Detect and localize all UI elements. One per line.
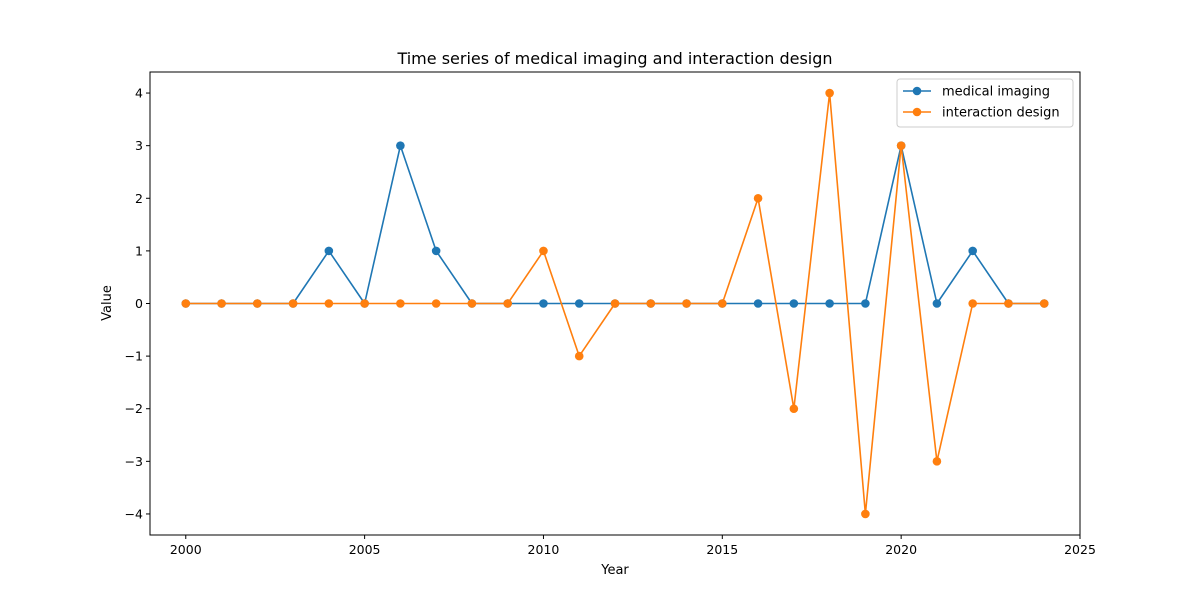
x-tick-label-2020: 2020 bbox=[885, 542, 917, 557]
series-0-point-2021 bbox=[932, 299, 942, 308]
legend-label-0: medical imaging bbox=[942, 85, 1050, 100]
series-1-point-2011 bbox=[574, 351, 584, 361]
x-tick-label-2015: 2015 bbox=[706, 542, 738, 557]
series-1-point-2021 bbox=[932, 457, 942, 466]
series-1-point-2010 bbox=[539, 246, 548, 256]
series-1-point-2018 bbox=[825, 88, 834, 98]
series-1-point-2012 bbox=[610, 299, 620, 308]
series-1-point-2019 bbox=[861, 509, 870, 519]
legend-marker-1 bbox=[912, 107, 922, 117]
y-tick-label-4: 4 bbox=[135, 86, 143, 101]
series-0-point-2022 bbox=[968, 246, 977, 256]
legend-box bbox=[896, 78, 1074, 128]
series-1-point-2009 bbox=[503, 299, 512, 308]
y-tick-label--1: −1 bbox=[125, 349, 143, 364]
y-tick-label-1: 1 bbox=[135, 243, 143, 258]
series-1-point-2016 bbox=[753, 193, 763, 203]
series-1-point-2008 bbox=[467, 299, 477, 308]
series-1-point-2002 bbox=[253, 299, 262, 308]
y-tick-label--3: −3 bbox=[125, 454, 143, 469]
series-1-point-2007 bbox=[431, 299, 441, 308]
y-axis-label: Value bbox=[100, 285, 115, 321]
series-1-point-2023 bbox=[1004, 299, 1013, 308]
series-1-point-2004 bbox=[324, 299, 334, 308]
x-tick-label-2005: 2005 bbox=[349, 542, 381, 557]
plot-area: 2000 2005 2010 2015 2020 2025 −4 −3 −2 −1 0 1 2 3 4 bbox=[125, 71, 1096, 557]
series-1-point-2022 bbox=[968, 299, 977, 308]
series-0-point-2010 bbox=[539, 299, 548, 308]
series-0-point-2007 bbox=[431, 246, 441, 256]
series-1-point-2006 bbox=[396, 299, 405, 308]
series-0-point-2016 bbox=[753, 299, 763, 308]
x-tick-label-2010: 2010 bbox=[528, 542, 560, 557]
chart-title: Time series of medical imaging and inter… bbox=[396, 49, 832, 68]
x-tick-label-2000: 2000 bbox=[170, 542, 202, 557]
y-tick-label--2: −2 bbox=[125, 401, 143, 416]
legend-marker-0 bbox=[912, 86, 922, 96]
series-1-point-2003 bbox=[288, 299, 298, 308]
x-axis-label: Year bbox=[600, 563, 629, 578]
y-tick-label--4: −4 bbox=[125, 506, 143, 521]
series-1-point-2001 bbox=[217, 299, 226, 308]
series-1-point-2015 bbox=[718, 299, 727, 308]
y-tick-label-2: 2 bbox=[135, 191, 143, 206]
series-1-point-2017 bbox=[789, 404, 799, 414]
series-0-point-2011 bbox=[574, 299, 584, 308]
series-0-point-2018 bbox=[825, 299, 834, 308]
y-tick-label-3: 3 bbox=[135, 138, 143, 153]
series-line-0 bbox=[185, 144, 1045, 305]
series-0-point-2004 bbox=[324, 246, 334, 256]
series-0-point-2017 bbox=[789, 299, 799, 308]
series-1-point-2013 bbox=[646, 299, 656, 308]
series-0-point-2019 bbox=[861, 299, 870, 308]
y-tick-label-0: 0 bbox=[135, 296, 143, 311]
x-tick-label-2025: 2025 bbox=[1064, 542, 1096, 557]
legend: medical imaging interaction design bbox=[896, 78, 1074, 128]
series-1-point-2005 bbox=[360, 299, 369, 308]
series-1-point-2014 bbox=[682, 299, 691, 308]
legend-label-1: interaction design bbox=[942, 106, 1060, 121]
series-1-point-2000 bbox=[181, 299, 191, 308]
series-1-point-2020 bbox=[896, 141, 906, 150]
series-1-point-2024 bbox=[1039, 299, 1049, 308]
series-0-point-2006 bbox=[396, 141, 405, 150]
